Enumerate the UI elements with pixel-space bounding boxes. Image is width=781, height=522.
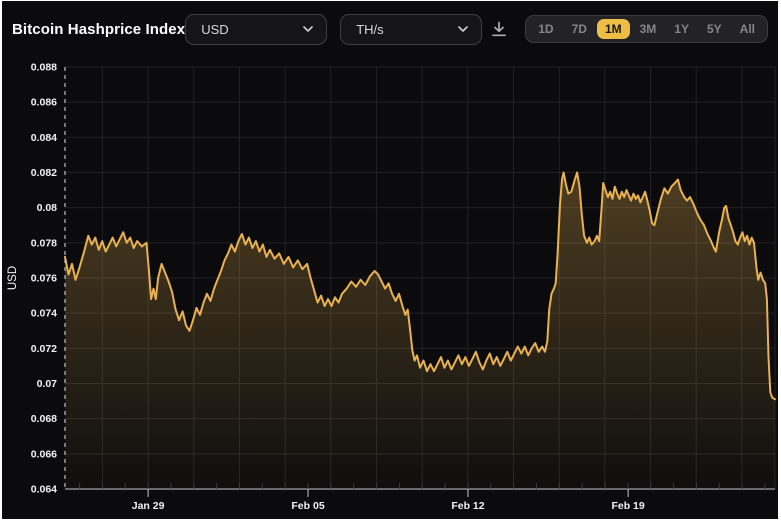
x-tick-label: Feb 19 bbox=[611, 500, 644, 512]
y-tick-label: 0.066 bbox=[31, 448, 57, 460]
price-line bbox=[64, 171, 776, 401]
y-tick-label: 0.082 bbox=[31, 167, 57, 179]
y-tick-label: 0.064 bbox=[31, 484, 57, 496]
chevron-down-icon bbox=[303, 26, 314, 32]
y-tick-label: 0.08 bbox=[37, 202, 58, 214]
unit-dropdown[interactable]: TH/s bbox=[340, 13, 483, 45]
unit-dropdown-value: TH/s bbox=[356, 21, 384, 37]
y-tick-label: 0.07 bbox=[37, 378, 58, 390]
x-tick-label: Jan 29 bbox=[132, 500, 165, 512]
x-tick-label: Feb 12 bbox=[451, 500, 484, 512]
currency-dropdown-value: USD bbox=[201, 21, 229, 37]
currency-dropdown[interactable]: USD bbox=[185, 13, 328, 45]
download-icon bbox=[492, 21, 507, 37]
y-tick-label: 0.084 bbox=[31, 132, 57, 144]
range-button-1y[interactable]: 1Y bbox=[666, 19, 697, 39]
header: Bitcoin Hashprice Index USD TH/s 1D 7D 1… bbox=[2, 1, 778, 57]
page-title: Bitcoin Hashprice Index bbox=[12, 20, 186, 38]
y-tick-label: 0.088 bbox=[31, 62, 57, 74]
y-tick-label: 0.078 bbox=[31, 237, 57, 249]
y-tick-label: 0.068 bbox=[31, 413, 57, 425]
download-button[interactable] bbox=[488, 18, 510, 40]
x-axis: Jan 29 Feb 05 Feb 12 Feb 19 bbox=[65, 483, 775, 512]
range-button-1d[interactable]: 1D bbox=[530, 19, 561, 39]
range-button-7d[interactable]: 7D bbox=[564, 19, 595, 39]
range-button-3m[interactable]: 3M bbox=[632, 19, 665, 39]
range-button-5y[interactable]: 5Y bbox=[699, 19, 730, 39]
x-tick-label: Feb 05 bbox=[291, 500, 324, 512]
range-selector: 1D 7D 1M 3M 1Y 5Y All bbox=[525, 15, 768, 43]
y-axis-title: USD bbox=[7, 266, 19, 290]
y-tick-label: 0.074 bbox=[31, 308, 57, 320]
y-tick-label: 0.076 bbox=[31, 273, 57, 285]
y-axis: 0.088 0.086 0.084 0.082 0.08 0.078 0.076 0.074 0… bbox=[7, 62, 57, 496]
y-tick-label: 0.072 bbox=[31, 343, 57, 355]
range-button-1m[interactable]: 1M bbox=[596, 19, 630, 39]
chevron-down-icon bbox=[458, 26, 469, 32]
y-tick-label: 0.086 bbox=[31, 97, 57, 109]
area-fill bbox=[65, 172, 775, 489]
range-button-all[interactable]: All bbox=[732, 19, 763, 39]
